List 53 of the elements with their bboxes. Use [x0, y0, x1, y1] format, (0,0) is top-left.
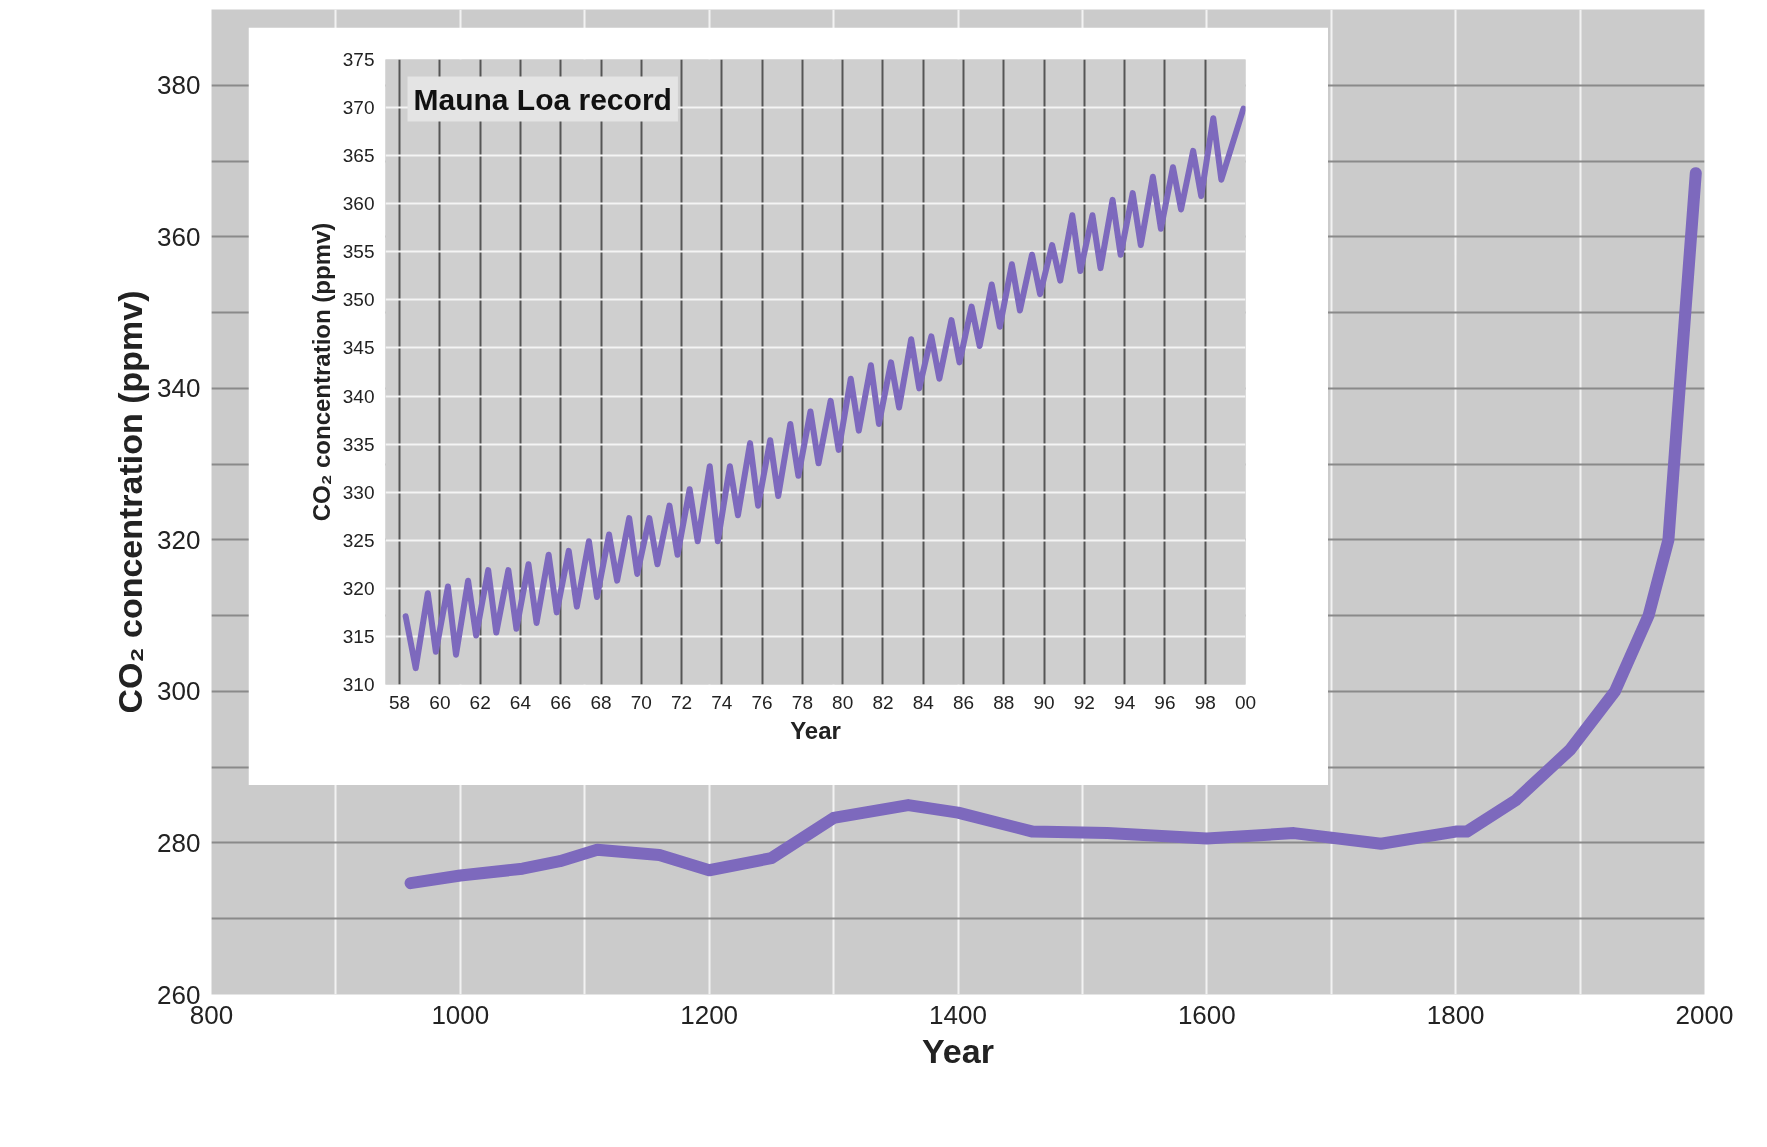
y-tick-label: 340: [342, 385, 375, 407]
x-tick-label: 1600: [1177, 999, 1236, 1030]
y-tick-label: 360: [342, 193, 375, 215]
x-tick-label: 66: [550, 691, 572, 713]
x-tick-label: 1000: [431, 999, 490, 1030]
x-tick-label: 58: [389, 691, 411, 713]
x-axis-title: Year: [790, 716, 841, 744]
x-tick-label: 86: [952, 691, 975, 713]
y-axis-title: CO₂ concentration (ppmv): [307, 222, 335, 522]
x-tick-label: 90: [1033, 691, 1055, 713]
y-tick-label: 370: [342, 97, 375, 119]
x-tick-label: 82: [872, 691, 894, 713]
y-tick-label: 355: [342, 241, 375, 263]
y-tick-label: 300: [157, 676, 201, 707]
y-tick-label: 315: [342, 625, 375, 647]
x-tick-label: 92: [1073, 691, 1095, 713]
x-tick-label: 62: [469, 691, 491, 713]
x-tick-label: 96: [1154, 691, 1176, 713]
x-tick-label: 72: [671, 691, 693, 713]
y-tick-label: 375: [342, 49, 375, 70]
y-tick-label: 365: [342, 145, 375, 167]
x-tick-label: 74: [711, 691, 733, 713]
y-tick-label: 325: [342, 529, 375, 551]
text: Mauna Loa record: [413, 82, 672, 116]
y-tick-label: 320: [157, 524, 201, 555]
x-axis-title: Year: [922, 1031, 994, 1070]
y-tick-label: 335: [342, 433, 375, 455]
y-tick-label: 345: [342, 337, 375, 359]
x-tick-label: 88: [993, 691, 1015, 713]
x-tick-label: 84: [912, 691, 935, 713]
y-tick-label: 360: [157, 221, 201, 252]
y-tick-label: 330: [342, 481, 375, 503]
x-tick-label: 1400: [929, 999, 987, 1030]
x-tick-label: 76: [751, 691, 773, 713]
x-tick-label: 68: [590, 691, 612, 713]
y-tick-label: 380: [157, 70, 201, 101]
y-tick-label: 280: [157, 827, 201, 858]
x-tick-label: 60: [429, 691, 451, 713]
x-tick-label: 64: [509, 691, 532, 713]
y-tick-label: 320: [342, 577, 375, 599]
x-tick-label: 1800: [1426, 999, 1485, 1030]
y-axis-title: CO₂ concentration (ppmv): [111, 290, 150, 714]
x-tick-label: 2000: [1675, 999, 1734, 1030]
x-tick-label: 98: [1194, 691, 1216, 713]
x-tick-label: 00: [1234, 691, 1257, 713]
x-tick-label: 78: [791, 691, 813, 713]
y-tick-label: 340: [157, 373, 201, 404]
x-tick-label: 80: [832, 691, 854, 713]
y-tick-label: 350: [342, 289, 375, 311]
y-tick-label: 310: [342, 674, 375, 695]
x-tick-label: 94: [1114, 691, 1136, 713]
x-tick-label: 1200: [680, 999, 739, 1030]
x-tick-label: 70: [630, 691, 652, 713]
